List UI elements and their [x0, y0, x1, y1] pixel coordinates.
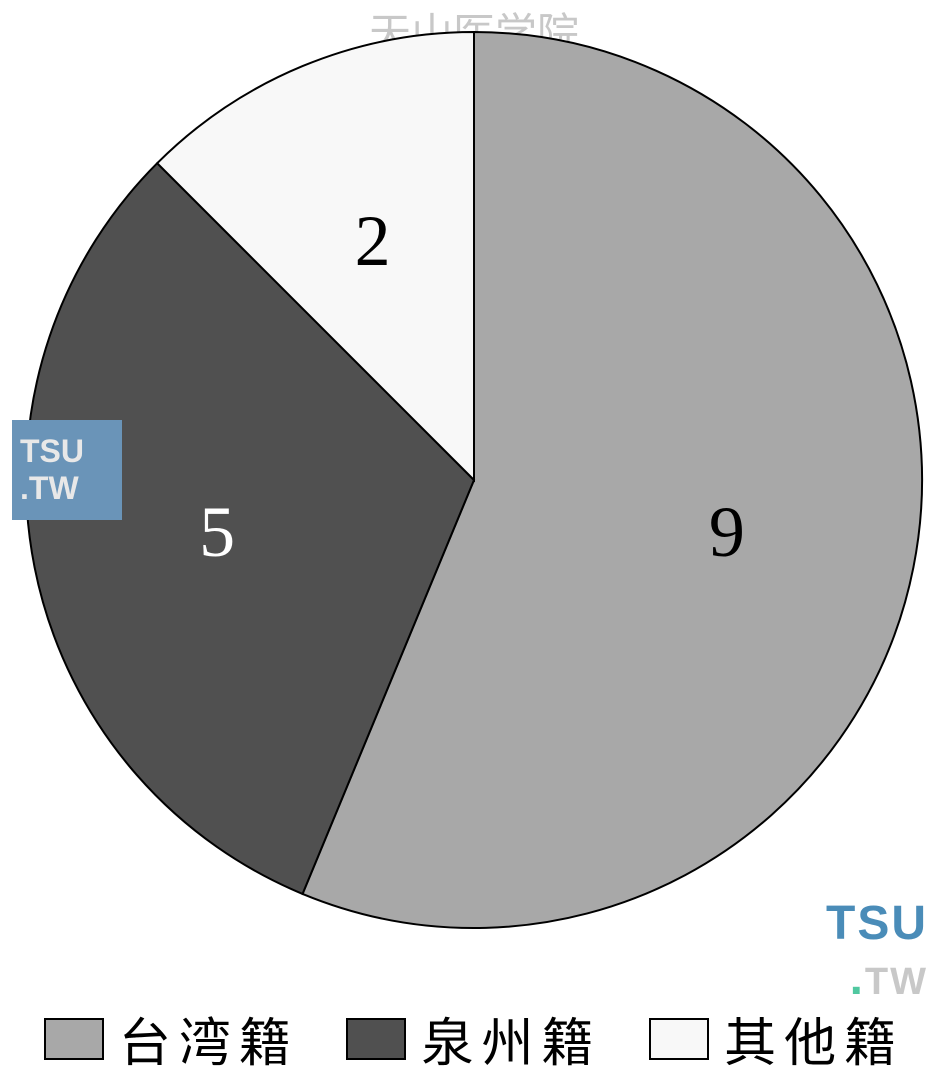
legend-swatch: [44, 1018, 104, 1060]
watermark-box: TSU .TW: [12, 420, 122, 520]
pie-svg: [24, 30, 924, 930]
slice-value-label: 5: [199, 491, 235, 574]
legend-label: 其他籍: [724, 1001, 904, 1076]
legend-item: 台湾籍: [44, 1001, 299, 1076]
watermark-box-line1: TSU: [20, 433, 122, 470]
legend-swatch: [649, 1018, 709, 1060]
pie-wrapper: 9 5 2: [24, 30, 924, 930]
pie-chart-container: 天山医学院 952 TSU .TW TSU .TW 台湾籍 泉州籍 其他籍: [0, 0, 948, 1091]
watermark-text-line1: TSU: [826, 896, 928, 951]
legend-item: 其他籍: [649, 1001, 904, 1076]
legend-label: 泉州籍: [421, 1001, 601, 1076]
legend-item: 泉州籍: [346, 1001, 601, 1076]
legend-label: 台湾籍: [119, 1001, 299, 1076]
legend-swatch: [346, 1018, 406, 1060]
slice-value-label: 9: [709, 491, 745, 574]
watermark-text: TSU .TW: [826, 896, 928, 1006]
legend: 台湾籍 泉州籍 其他籍: [0, 1001, 948, 1076]
watermark-text-line2: .TW: [826, 951, 928, 1006]
watermark-box-line2: .TW: [20, 470, 122, 507]
slice-value-label: 2: [355, 200, 391, 283]
